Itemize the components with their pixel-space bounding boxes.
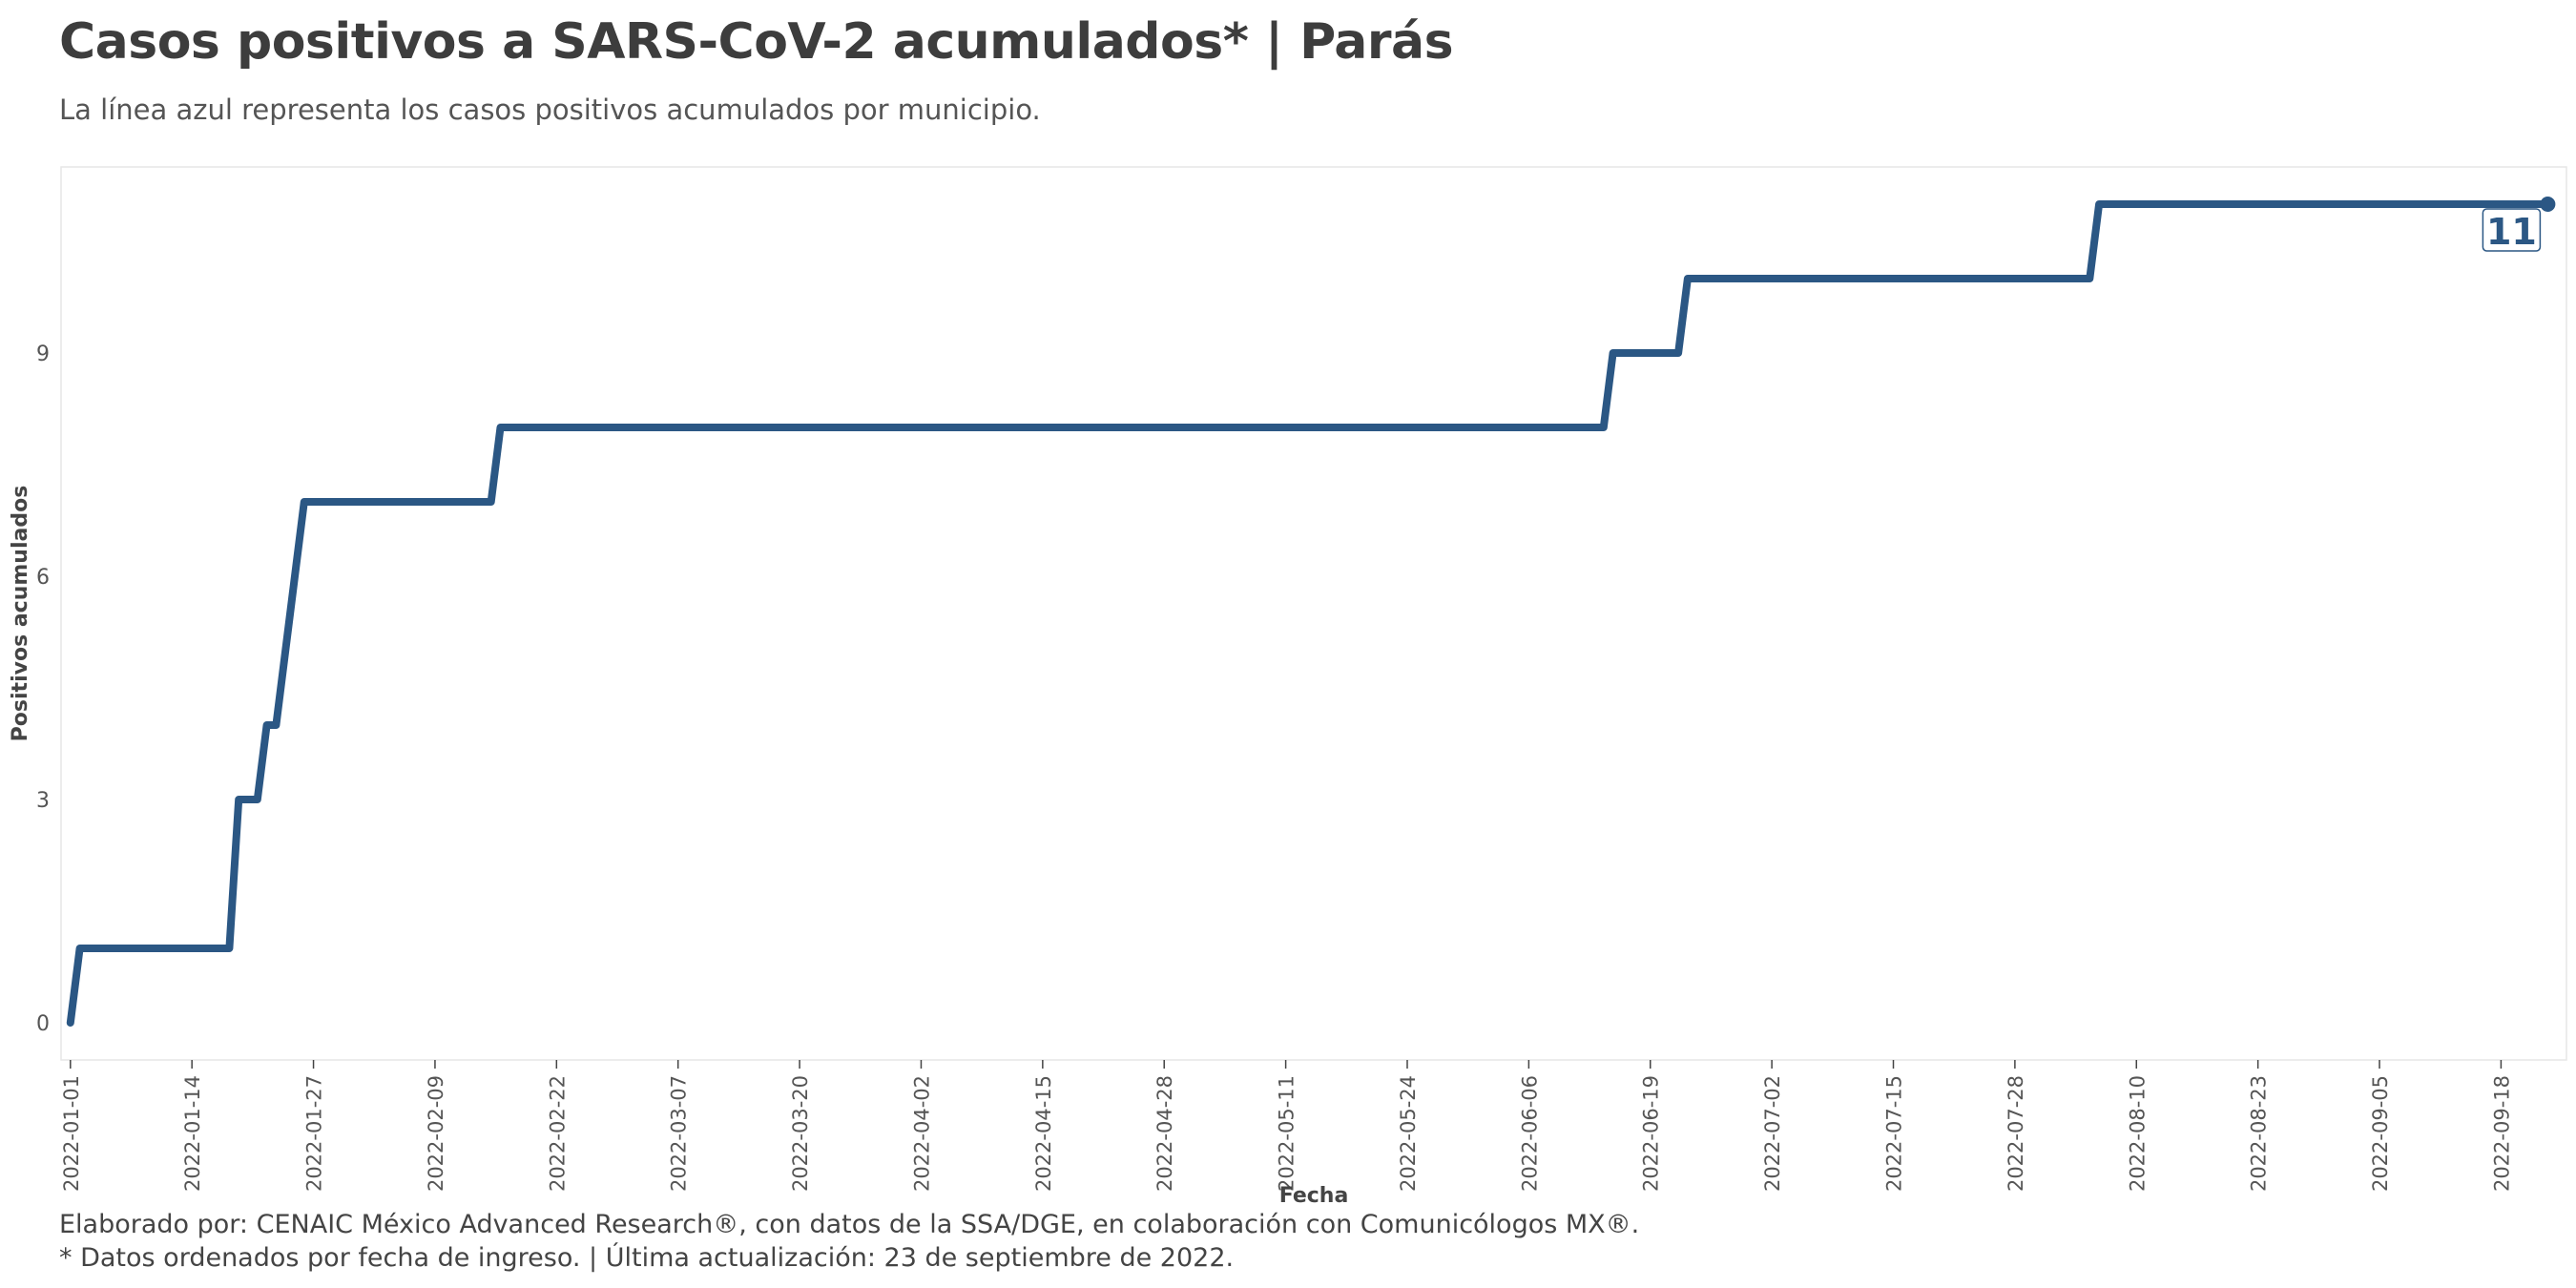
- x-axis: 2022-01-01 2022-01-14 2022-01-27 2022-02-09…: [60, 1060, 2513, 1192]
- y-axis-label: Positivos acumulados: [9, 486, 32, 742]
- last-value-label-box: [2482, 208, 2542, 252]
- y-tick-label: 6: [36, 566, 50, 590]
- x-tick-label: 2022-08-10: [2126, 1075, 2149, 1192]
- chart-subtitle: La línea azul representa los casos posit…: [59, 93, 1041, 126]
- x-tick-label: 2022-06-06: [1518, 1075, 1541, 1192]
- x-tick-label: 2022-09-05: [2369, 1075, 2392, 1192]
- x-tick-label: 2022-07-28: [2005, 1075, 2027, 1192]
- y-tick-label: 3: [36, 789, 50, 813]
- x-tick-label: 2022-09-18: [2490, 1075, 2513, 1192]
- series-line-1: [66, 200, 2552, 1027]
- y-axis: 0 3 6 9: [36, 343, 50, 1036]
- x-tick-label: 2022-07-02: [1761, 1075, 1784, 1192]
- x-tick-label: 2022-03-07: [668, 1075, 691, 1192]
- caption-source: Elaborado por: CENAIC México Advanced Re…: [59, 1210, 1640, 1239]
- x-tick-label: 2022-04-02: [910, 1075, 933, 1192]
- x-tick-label: 2022-01-27: [303, 1075, 326, 1192]
- last-point-marker: [2540, 197, 2556, 212]
- last-value-label: 11: [2486, 211, 2537, 253]
- x-tick-label: 2022-03-20: [789, 1075, 812, 1192]
- x-tick-label: 2022-08-23: [2248, 1075, 2271, 1192]
- x-tick-label: 2022-04-15: [1032, 1075, 1055, 1192]
- x-tick-label: 2022-02-22: [546, 1075, 569, 1192]
- y-tick-label: 0: [36, 1012, 50, 1036]
- chart-title: Casos positivos a SARS-CoV-2 acumulados*…: [59, 13, 1454, 71]
- x-axis-label: Fecha: [1279, 1184, 1349, 1208]
- x-tick-label: 2022-05-24: [1397, 1075, 1420, 1192]
- y-tick-label: 9: [36, 343, 50, 366]
- x-tick-label: 2022-06-19: [1640, 1075, 1663, 1192]
- series-layer: 11: [66, 197, 2556, 1027]
- x-tick-label: 2022-01-14: [181, 1075, 204, 1192]
- caption-note: * Datos ordenados por fecha de ingreso. …: [59, 1243, 1235, 1273]
- x-tick-label: 2022-07-15: [1883, 1075, 1906, 1192]
- x-tick-label: 2022-01-01: [60, 1075, 83, 1192]
- x-tick-label: 2022-02-09: [425, 1075, 447, 1192]
- x-tick-label: 2022-04-28: [1153, 1075, 1176, 1192]
- x-tick-label: 2022-05-11: [1276, 1075, 1298, 1192]
- plot-panel: [60, 166, 2567, 1061]
